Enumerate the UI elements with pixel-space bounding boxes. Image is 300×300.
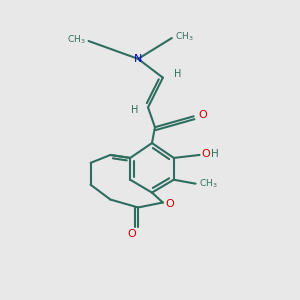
Text: CH$_3$: CH$_3$ — [67, 33, 86, 46]
Text: CH$_3$: CH$_3$ — [175, 30, 194, 43]
Text: O: O — [198, 110, 207, 120]
Text: O: O — [201, 149, 210, 159]
Text: N: N — [134, 54, 142, 64]
Text: H: H — [174, 69, 182, 79]
Text: O: O — [128, 229, 136, 239]
Text: CH$_3$: CH$_3$ — [199, 177, 217, 190]
Text: O: O — [166, 199, 175, 209]
Text: H: H — [211, 149, 219, 159]
Text: H: H — [131, 105, 139, 115]
